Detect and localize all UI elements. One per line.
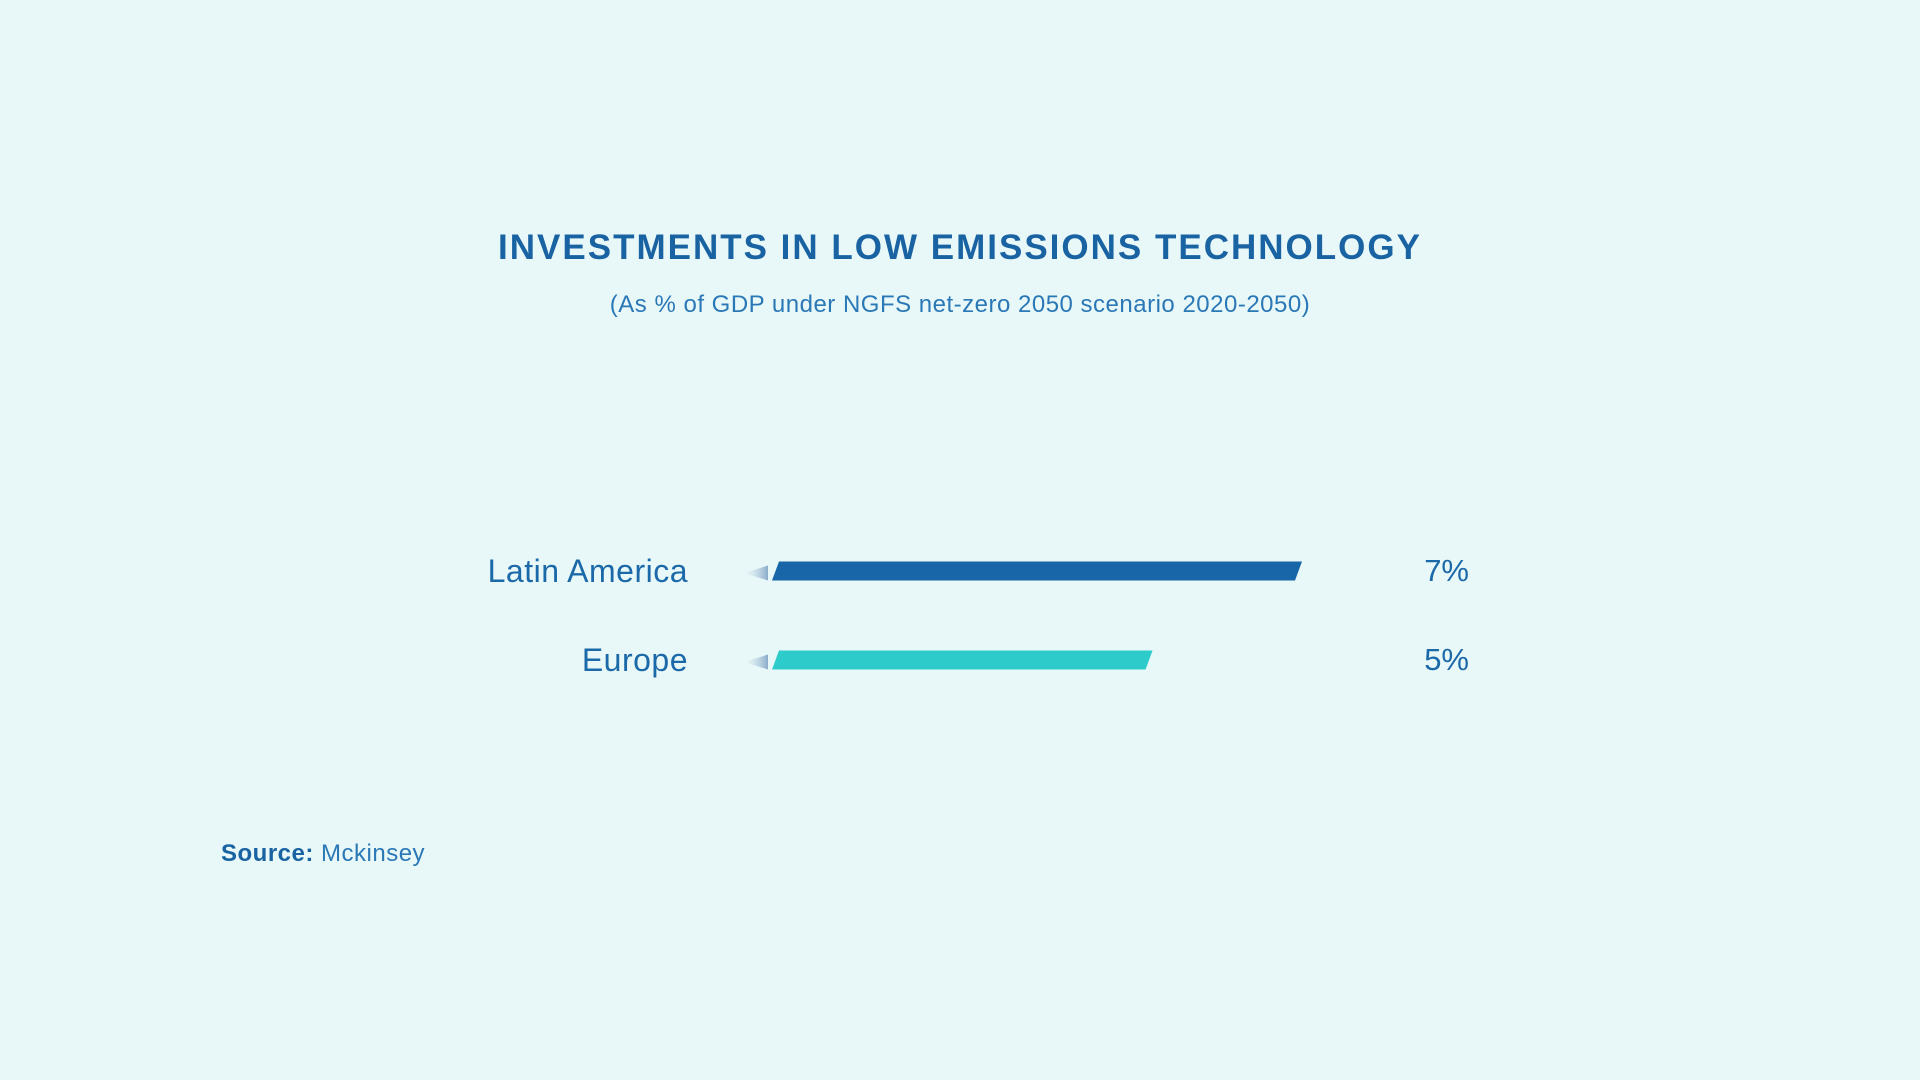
bar-shadow (744, 565, 768, 581)
value-label: 5% (1424, 642, 1469, 677)
bars-layer: Latin America 7% Europe 5% (488, 553, 1469, 678)
category-label: Europe (582, 642, 688, 678)
bar (772, 650, 1153, 670)
bar (772, 561, 1302, 581)
chart-subtitle: (As % of GDP under NGFS net-zero 2050 sc… (609, 291, 1311, 318)
bar-shadow (744, 654, 768, 670)
source-label: Source: (221, 840, 314, 867)
chart-title: INVESTMENTS IN LOW EMISSIONS TECHNOLOGY (498, 228, 1422, 267)
source-note: Source: Mckinsey (221, 840, 425, 868)
category-label: Latin America (488, 553, 688, 589)
value-label: 7% (1424, 553, 1469, 588)
source-value: Mckinsey (321, 840, 426, 867)
